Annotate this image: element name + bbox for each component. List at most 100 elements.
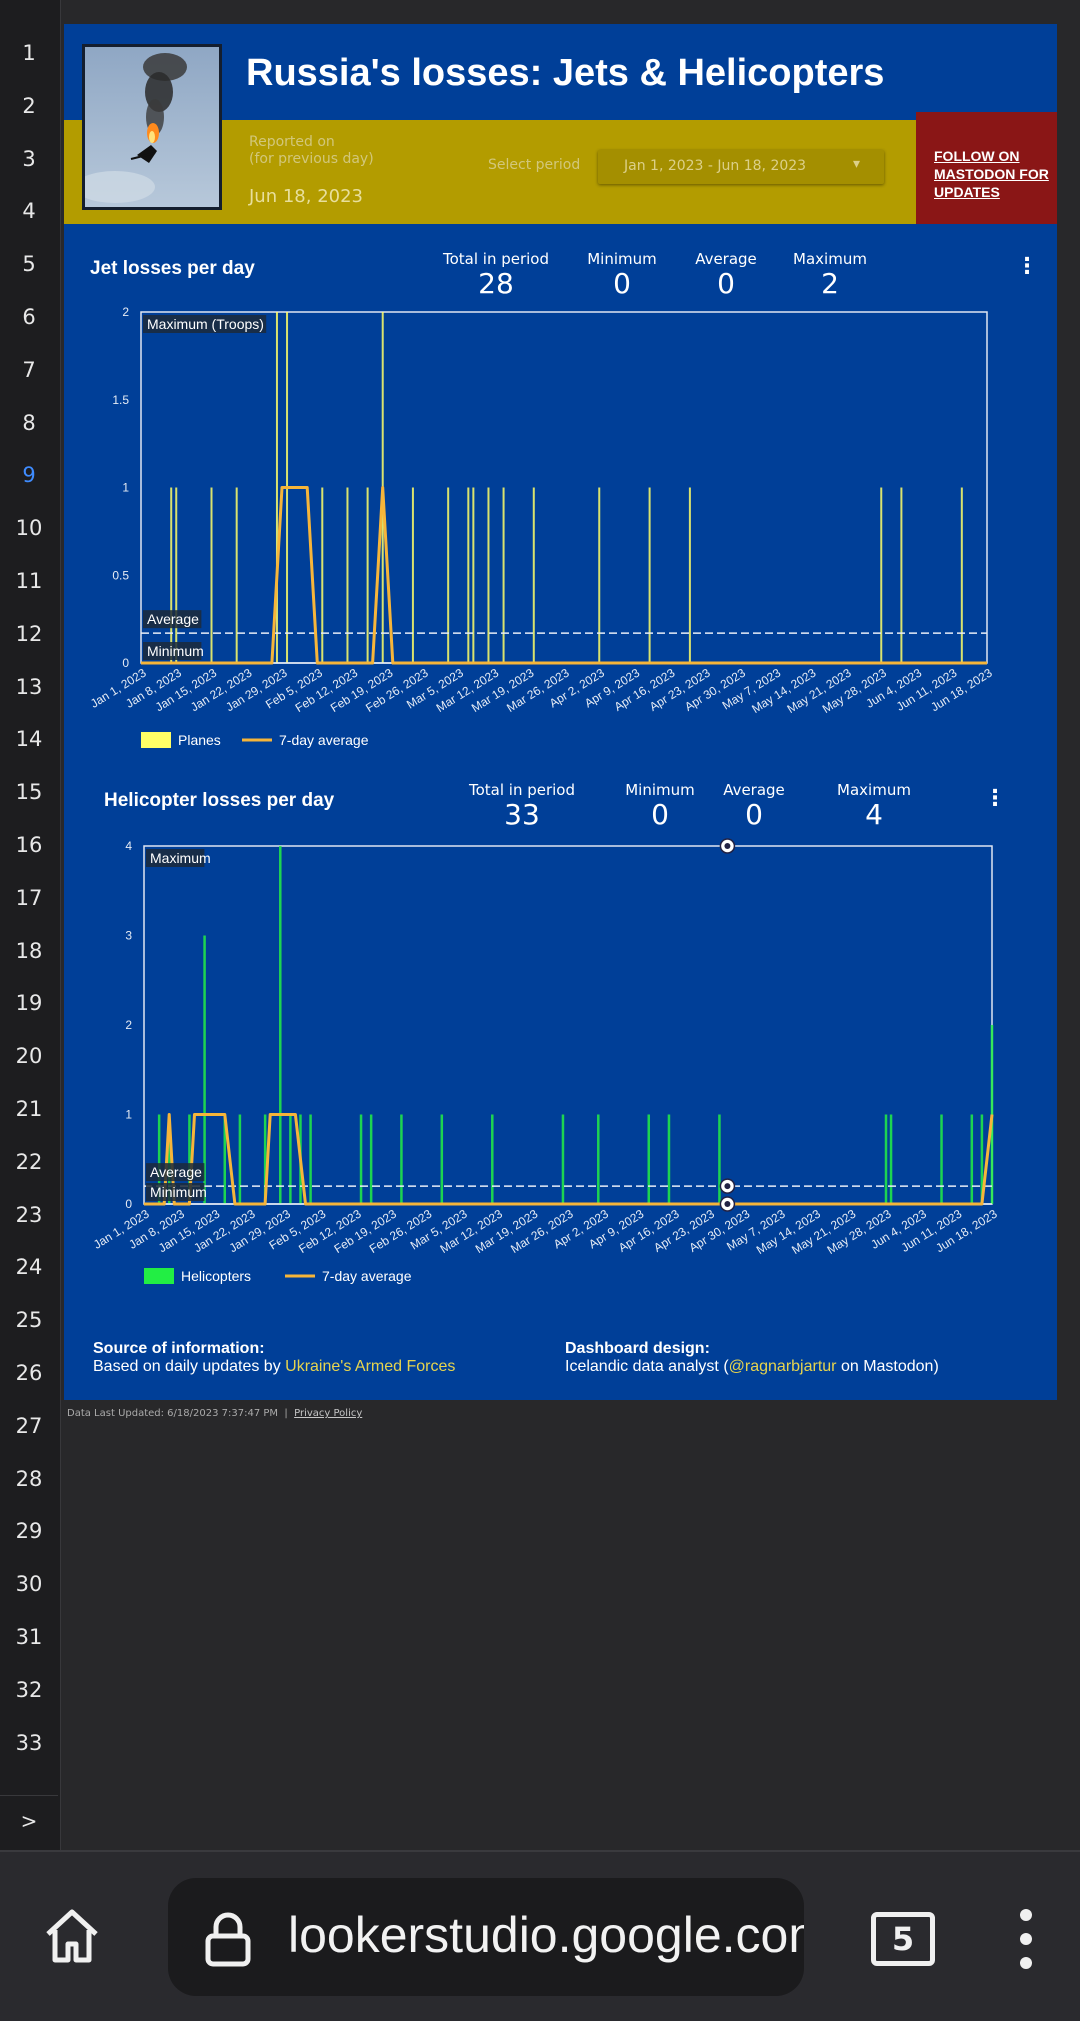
page-nav-item-12[interactable]: 12 — [15, 621, 43, 646]
stat-value: 2 — [821, 267, 839, 300]
page-nav-item-9[interactable]: 9 — [0, 452, 58, 495]
designer-link[interactable]: @ragnarbjartur — [728, 1358, 837, 1375]
page-nav-item-33[interactable]: 33 — [15, 1730, 43, 1755]
page-nav-item-4[interactable]: 4 — [22, 199, 36, 224]
jets-kebab-menu-icon[interactable]: ⋮ — [1016, 254, 1038, 279]
y-tick-label: 0 — [125, 1197, 132, 1211]
report-title: Russia's losses: Jets & Helicopters — [246, 52, 885, 94]
page-nav-item-7[interactable]: 7 — [22, 357, 36, 382]
page-nav-item-32[interactable]: 32 — [15, 1677, 43, 1702]
page-nav-item-28[interactable]: 28 — [15, 1466, 43, 1491]
chevron-down-icon: ▾ — [852, 156, 860, 172]
stat-label: Total in period — [468, 781, 576, 799]
stat-value: 0 — [613, 267, 631, 300]
stat-label: Maximum — [793, 250, 867, 268]
loss-bar — [598, 487, 601, 663]
page-nav-item-26[interactable]: 26 — [15, 1361, 43, 1385]
page-nav-item-16[interactable]: 16 — [15, 833, 43, 857]
page-nav-item-21[interactable]: 21 — [15, 1097, 43, 1121]
loss-bar — [900, 487, 903, 663]
page-nav-item-25[interactable]: 25 — [15, 1308, 43, 1333]
page-nav-item-11[interactable]: 11 — [15, 569, 43, 593]
privacy-policy-link[interactable]: Privacy Policy — [294, 1408, 363, 1419]
page-nav-item-14[interactable]: 14 — [15, 727, 43, 752]
page-nav-item-18[interactable]: 18 — [15, 938, 43, 963]
design-text-end: on Mastodon) — [836, 1358, 939, 1375]
page-nav-item-19[interactable]: 19 — [15, 991, 43, 1016]
maximum-label-bg — [146, 849, 205, 867]
loss-bar — [647, 1114, 651, 1204]
page-nav-item-30[interactable]: 30 — [15, 1572, 43, 1597]
y-tick-label: 3 — [125, 929, 132, 943]
page-nav-item-20[interactable]: 20 — [15, 1044, 43, 1069]
loss-bar — [157, 1114, 161, 1204]
expand-nav-chevron-icon[interactable]: > — [0, 1795, 58, 1846]
page-nav-item-15[interactable]: 15 — [15, 780, 43, 805]
loss-bar — [263, 1114, 267, 1204]
legend-swatch-bars — [141, 732, 171, 748]
last-updated-text: Data Last Updated: 6/18/2023 7:37:47 PM — [67, 1408, 279, 1419]
page-nav-item-5[interactable]: 5 — [22, 252, 36, 277]
helicopter-photo — [82, 44, 222, 210]
page-nav-item-8[interactable]: 8 — [22, 410, 36, 435]
loss-bar — [309, 1114, 312, 1204]
title-bar: Russia's losses: Jets & Helicopters — [64, 24, 1057, 120]
loss-bar — [188, 1114, 191, 1204]
helicopters-kebab-menu-icon[interactable]: ⋮ — [984, 786, 1006, 811]
page-nav-item-6[interactable]: 6 — [22, 305, 36, 329]
loss-bar — [369, 1114, 373, 1204]
page-nav-item-31[interactable]: 31 — [15, 1625, 43, 1649]
loss-bar — [648, 487, 651, 663]
y-tick-label: 0 — [122, 656, 129, 670]
mastodon-banner[interactable]: FOLLOW ON MASTODON FOR UPDATES — [916, 112, 1057, 224]
legend-label-average: 7-day average — [322, 1268, 412, 1284]
page-nav-item-29[interactable]: 29 — [15, 1519, 43, 1544]
loss-bar — [366, 487, 369, 663]
tab-switcher-icon[interactable]: 5 — [871, 1912, 935, 1966]
url-bar[interactable]: lookerstudio.google.com — [168, 1878, 804, 1996]
page-nav-item-27[interactable]: 27 — [15, 1413, 43, 1438]
page-nav-item-2[interactable]: 2 — [22, 93, 36, 118]
more-vert-icon[interactable] — [1016, 1907, 1036, 1971]
page-nav-item-13[interactable]: 13 — [15, 674, 43, 699]
page-nav-item-10[interactable]: 10 — [15, 516, 43, 541]
report-canvas: Russia's losses: Jets & Helicopters Repo… — [64, 24, 1057, 1400]
legend-label-average: 7-day average — [279, 732, 369, 748]
reported-on-label: Reported on — [249, 134, 335, 150]
page-nav-item-17[interactable]: 17 — [15, 885, 43, 910]
jets-chart-title: Jet losses per day — [90, 258, 255, 279]
page-navigator: 1 2 3 4 5 6 7 8 9 10 11 12 13 14 15 16 17 18 19 20 21 22 23 24 2… — [0, 0, 61, 1850]
page-nav-item-23[interactable]: 23 — [15, 1202, 43, 1227]
loss-bar — [597, 1114, 600, 1204]
maximum-label-bg — [143, 315, 267, 333]
loss-bar — [346, 487, 349, 663]
stat-value: 28 — [478, 267, 514, 300]
loss-bar — [275, 312, 278, 663]
jets-stat-average: Average 0 — [684, 250, 768, 300]
source-link[interactable]: Ukraine's Armed Forces — [285, 1358, 456, 1375]
heli-stat-maximum: Maximum 4 — [826, 781, 922, 831]
average-label-bg — [143, 610, 202, 629]
page-nav-item-1[interactable]: 1 — [22, 41, 36, 65]
loss-bar — [170, 487, 173, 663]
loss-bar — [688, 487, 691, 663]
average-label: Average — [147, 611, 199, 627]
page-nav-item-22[interactable]: 22 — [15, 1149, 43, 1174]
loss-bar — [502, 487, 505, 663]
stat-label: Average — [695, 250, 757, 268]
home-icon[interactable] — [40, 1904, 104, 1968]
period-select[interactable]: Jan 1, 2023 - Jun 18, 2023 ▾ — [598, 150, 884, 184]
loss-bar — [667, 1114, 671, 1204]
page-nav-item-3[interactable]: 3 — [22, 146, 36, 171]
page-nav-item-24[interactable]: 24 — [15, 1255, 43, 1280]
loss-bar — [970, 1114, 974, 1204]
loss-bar — [440, 1114, 444, 1204]
loss-bar — [289, 1114, 292, 1204]
loss-bar — [238, 1114, 242, 1204]
mastodon-follow-link[interactable]: FOLLOW ON MASTODON FOR UPDATES — [934, 148, 1049, 200]
y-tick-label: 4 — [125, 839, 132, 853]
helicopters-chart-title: Helicopter losses per day — [104, 790, 335, 811]
legend-label-bars: Planes — [178, 732, 221, 748]
loss-bar — [491, 1114, 494, 1204]
loss-bar — [167, 1114, 171, 1204]
